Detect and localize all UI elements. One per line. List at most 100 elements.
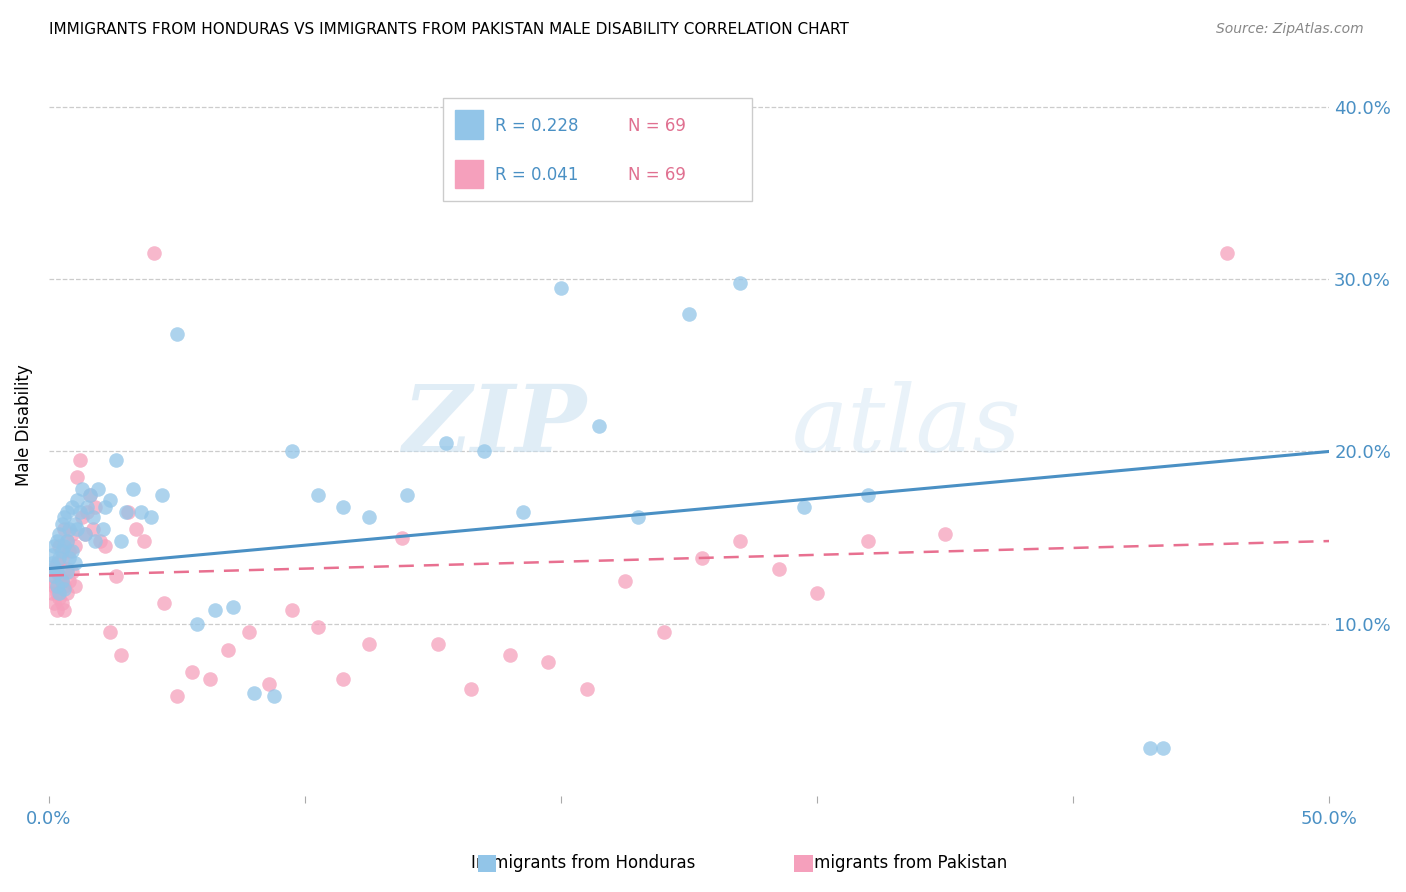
Point	[51, 574, 73, 588]
Point	[858, 487, 880, 501]
Y-axis label: Male Disability: Male Disability	[15, 365, 32, 486]
Point	[66, 492, 89, 507]
Text: Immigrants from Honduras: Immigrants from Honduras	[471, 855, 696, 872]
Point	[427, 637, 450, 651]
Point	[45, 579, 67, 593]
Point	[45, 603, 67, 617]
Point	[200, 672, 222, 686]
Point	[48, 539, 70, 553]
Point	[934, 527, 956, 541]
Point	[45, 557, 67, 571]
Point	[82, 522, 104, 536]
Point	[614, 574, 637, 588]
Point	[86, 483, 108, 497]
Point	[51, 544, 73, 558]
Point	[48, 568, 70, 582]
Point	[42, 568, 65, 582]
Point	[94, 500, 117, 514]
Point	[1216, 246, 1239, 260]
Bar	[456, 160, 484, 188]
Point	[100, 625, 122, 640]
Point	[512, 505, 534, 519]
Point	[307, 620, 329, 634]
Point	[53, 510, 76, 524]
Point	[41, 585, 63, 599]
Point	[63, 557, 86, 571]
Point	[690, 551, 713, 566]
Point	[150, 487, 173, 501]
Text: atlas: atlas	[792, 381, 1021, 471]
Text: IMMIGRANTS FROM HONDURAS VS IMMIGRANTS FROM PAKISTAN MALE DISABILITY CORRELATION: IMMIGRANTS FROM HONDURAS VS IMMIGRANTS F…	[49, 22, 849, 37]
Point	[56, 585, 79, 599]
Point	[153, 596, 176, 610]
Point	[53, 603, 76, 617]
Point	[730, 534, 752, 549]
Point	[217, 642, 239, 657]
Point	[460, 682, 482, 697]
Point	[391, 531, 413, 545]
Point	[100, 492, 122, 507]
Point	[222, 599, 245, 614]
FancyBboxPatch shape	[443, 98, 752, 201]
Point	[94, 539, 117, 553]
Point	[117, 505, 139, 519]
Point	[243, 686, 266, 700]
Text: N = 69: N = 69	[628, 166, 686, 184]
Point	[56, 534, 79, 549]
Point	[332, 500, 354, 514]
Point	[45, 565, 67, 579]
Point	[48, 527, 70, 541]
Point	[89, 534, 111, 549]
Point	[58, 551, 80, 566]
Point	[627, 510, 650, 524]
Text: Immigrants from Pakistan: Immigrants from Pakistan	[793, 855, 1007, 872]
Point	[73, 527, 96, 541]
Point	[48, 591, 70, 605]
Point	[66, 522, 89, 536]
Point	[768, 561, 790, 575]
Point	[141, 510, 163, 524]
Point	[678, 307, 700, 321]
Point	[281, 444, 304, 458]
Point	[51, 551, 73, 566]
Point	[806, 585, 828, 599]
Point	[396, 487, 419, 501]
Point	[263, 689, 285, 703]
Point	[69, 505, 91, 519]
Point	[53, 522, 76, 536]
Point	[51, 574, 73, 588]
Point	[60, 527, 83, 541]
Point	[53, 579, 76, 593]
Point	[142, 246, 165, 260]
Point	[51, 596, 73, 610]
Point	[60, 544, 83, 558]
Text: R = 0.228: R = 0.228	[495, 117, 579, 135]
Point	[73, 527, 96, 541]
Point	[332, 672, 354, 686]
Point	[537, 655, 560, 669]
Point	[56, 505, 79, 519]
Point	[858, 534, 880, 549]
Point	[72, 483, 94, 497]
Point	[472, 444, 495, 458]
Point	[730, 276, 752, 290]
Point	[53, 539, 76, 553]
Text: R = 0.041: R = 0.041	[495, 166, 579, 184]
Bar	[456, 111, 484, 139]
Point	[110, 648, 132, 662]
Text: N = 69: N = 69	[628, 117, 686, 135]
Point	[66, 470, 89, 484]
Point	[91, 522, 114, 536]
Point	[45, 534, 67, 549]
Point	[307, 487, 329, 501]
Point	[58, 522, 80, 536]
Point	[186, 616, 208, 631]
Point	[41, 557, 63, 571]
Point	[42, 561, 65, 575]
Point	[588, 418, 610, 433]
Point	[63, 539, 86, 553]
Point	[60, 500, 83, 514]
Point	[357, 510, 380, 524]
Point	[76, 500, 98, 514]
Point	[550, 281, 572, 295]
